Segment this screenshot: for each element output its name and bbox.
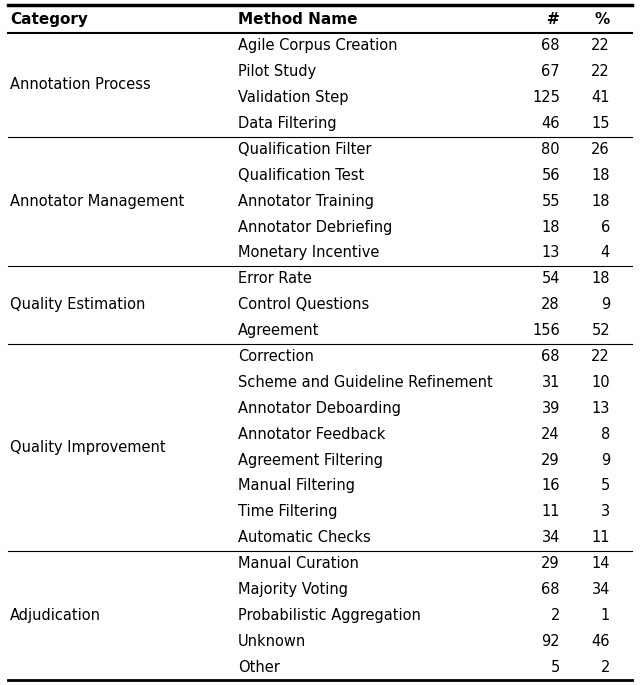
Text: 16: 16 [541, 478, 560, 493]
Text: 14: 14 [591, 556, 610, 571]
Text: 3: 3 [601, 504, 610, 519]
Text: Quality Improvement: Quality Improvement [10, 440, 166, 455]
Text: 125: 125 [532, 90, 560, 105]
Text: Annotator Feedback: Annotator Feedback [238, 427, 385, 442]
Text: Annotation Process: Annotation Process [10, 77, 151, 92]
Text: Category: Category [10, 12, 88, 27]
Text: 5: 5 [601, 478, 610, 493]
Text: 46: 46 [591, 634, 610, 649]
Text: 4: 4 [601, 245, 610, 260]
Text: 9: 9 [601, 453, 610, 468]
Text: 55: 55 [541, 194, 560, 209]
Text: 28: 28 [541, 297, 560, 312]
Text: 68: 68 [541, 582, 560, 597]
Text: 22: 22 [591, 64, 610, 79]
Text: Pilot Study: Pilot Study [238, 64, 316, 79]
Text: 11: 11 [541, 504, 560, 519]
Text: 5: 5 [551, 660, 560, 675]
Text: Annotator Deboarding: Annotator Deboarding [238, 401, 401, 416]
Text: #: # [547, 12, 560, 27]
Text: 68: 68 [541, 38, 560, 53]
Text: Qualification Test: Qualification Test [238, 168, 364, 183]
Text: Method Name: Method Name [238, 12, 358, 27]
Text: 15: 15 [591, 116, 610, 131]
Text: Monetary Incentive: Monetary Incentive [238, 245, 380, 260]
Text: 1: 1 [601, 608, 610, 623]
Text: 29: 29 [541, 453, 560, 468]
Text: 67: 67 [541, 64, 560, 79]
Text: Unknown: Unknown [238, 634, 307, 649]
Text: 22: 22 [591, 349, 610, 364]
Text: 41: 41 [591, 90, 610, 105]
Text: Majority Voting: Majority Voting [238, 582, 348, 597]
Text: Manual Filtering: Manual Filtering [238, 478, 355, 493]
Text: 56: 56 [541, 168, 560, 183]
Text: 52: 52 [591, 323, 610, 338]
Text: 18: 18 [591, 168, 610, 183]
Text: %: % [595, 12, 610, 27]
Text: 18: 18 [591, 271, 610, 286]
Text: 6: 6 [601, 220, 610, 234]
Text: Scheme and Guideline Refinement: Scheme and Guideline Refinement [238, 375, 493, 390]
Text: 13: 13 [541, 245, 560, 260]
Text: 80: 80 [541, 142, 560, 157]
Text: 34: 34 [541, 530, 560, 545]
Text: 2: 2 [550, 608, 560, 623]
Text: 46: 46 [541, 116, 560, 131]
Text: 10: 10 [591, 375, 610, 390]
Text: Qualification Filter: Qualification Filter [238, 142, 371, 157]
Text: 156: 156 [532, 323, 560, 338]
Text: Quality Estimation: Quality Estimation [10, 297, 145, 312]
Text: Error Rate: Error Rate [238, 271, 312, 286]
Text: Annotator Management: Annotator Management [10, 194, 184, 209]
Text: 9: 9 [601, 297, 610, 312]
Text: Data Filtering: Data Filtering [238, 116, 337, 131]
Text: 68: 68 [541, 349, 560, 364]
Text: 34: 34 [591, 582, 610, 597]
Text: Probabilistic Aggregation: Probabilistic Aggregation [238, 608, 421, 623]
Text: Agreement: Agreement [238, 323, 319, 338]
Text: 26: 26 [591, 142, 610, 157]
Text: Agile Corpus Creation: Agile Corpus Creation [238, 38, 397, 53]
Text: 13: 13 [591, 401, 610, 416]
Text: Correction: Correction [238, 349, 314, 364]
Text: Control Questions: Control Questions [238, 297, 369, 312]
Text: 8: 8 [601, 427, 610, 442]
Text: Manual Curation: Manual Curation [238, 556, 359, 571]
Text: Agreement Filtering: Agreement Filtering [238, 453, 383, 468]
Text: 29: 29 [541, 556, 560, 571]
Text: 18: 18 [541, 220, 560, 234]
Text: 11: 11 [591, 530, 610, 545]
Text: Annotator Debriefing: Annotator Debriefing [238, 220, 392, 234]
Text: 54: 54 [541, 271, 560, 286]
Text: 24: 24 [541, 427, 560, 442]
Text: 92: 92 [541, 634, 560, 649]
Text: Adjudication: Adjudication [10, 608, 101, 623]
Text: Automatic Checks: Automatic Checks [238, 530, 371, 545]
Text: 18: 18 [591, 194, 610, 209]
Text: 31: 31 [541, 375, 560, 390]
Text: Validation Step: Validation Step [238, 90, 349, 105]
Text: 2: 2 [600, 660, 610, 675]
Text: Other: Other [238, 660, 280, 675]
Text: Annotator Training: Annotator Training [238, 194, 374, 209]
Text: Time Filtering: Time Filtering [238, 504, 337, 519]
Text: 22: 22 [591, 38, 610, 53]
Text: 39: 39 [541, 401, 560, 416]
